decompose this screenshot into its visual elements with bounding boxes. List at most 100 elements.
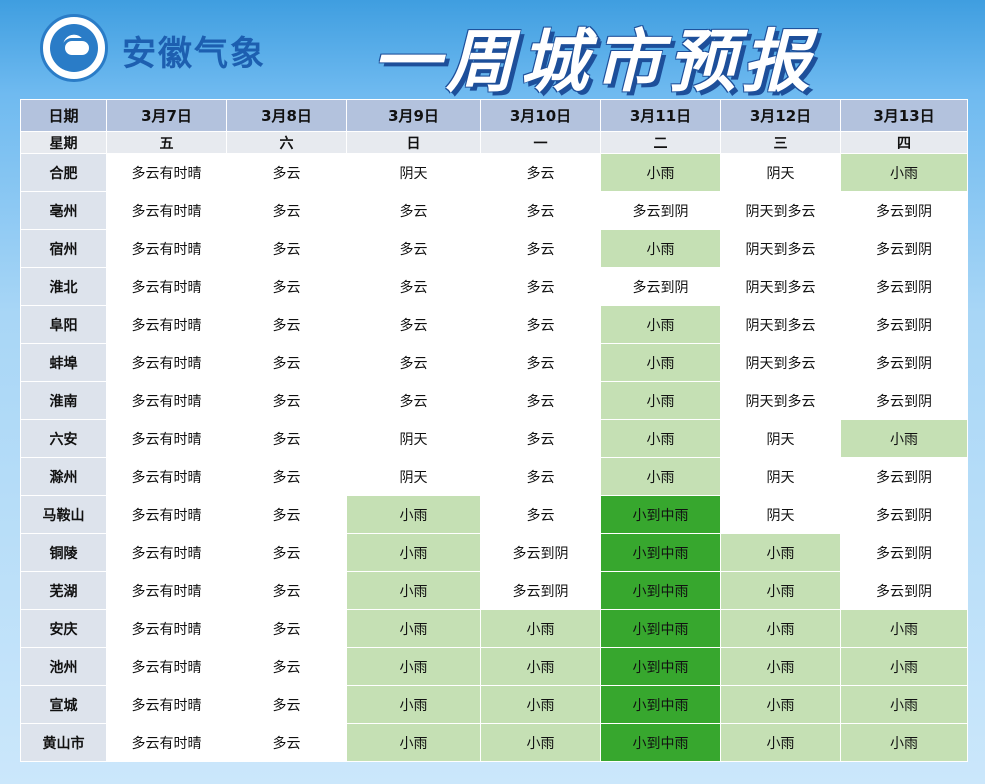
forecast-cell: 多云 — [480, 305, 601, 344]
weekday-header: 三 — [720, 131, 841, 154]
forecast-cell: 小雨 — [600, 229, 721, 268]
table-row: 蚌埠 多云有时晴 多云 多云 多云 小雨 阴天到多云 多云到阴 — [20, 343, 968, 382]
forecast-cell: 多云 — [226, 723, 347, 762]
forecast-cell: 多云到阴 — [840, 533, 968, 572]
forecast-cell: 阴天到多云 — [720, 381, 841, 420]
forecast-cell: 小雨 — [840, 609, 968, 648]
weekday-header: 一 — [480, 131, 601, 154]
forecast-cell: 多云到阴 — [840, 305, 968, 344]
forecast-cell: 小雨 — [480, 647, 601, 686]
forecast-cell: 多云有时晴 — [106, 381, 227, 420]
city-name: 蚌埠 — [20, 343, 107, 382]
forecast-cell: 小到中雨 — [600, 533, 721, 572]
table-row: 宿州 多云有时晴 多云 多云 多云 小雨 阴天到多云 多云到阴 — [20, 229, 968, 268]
forecast-cell: 多云 — [480, 153, 601, 192]
forecast-cell: 多云有时晴 — [106, 343, 227, 382]
forecast-cell: 多云 — [226, 457, 347, 496]
forecast-cell: 多云 — [226, 685, 347, 724]
city-name: 芜湖 — [20, 571, 107, 610]
forecast-cell: 多云到阴 — [840, 267, 968, 306]
city-name: 六安 — [20, 419, 107, 458]
forecast-cell: 阴天 — [720, 153, 841, 192]
city-forecast-table: 日期 3月7日 3月8日 3月9日 3月10日 3月11日 3月12日 3月13… — [20, 99, 968, 762]
forecast-cell: 多云 — [226, 381, 347, 420]
table-row: 六安 多云有时晴 多云 阴天 多云 小雨 阴天 小雨 — [20, 419, 968, 458]
city-name: 安庆 — [20, 609, 107, 648]
forecast-body: 合肥 多云有时晴 多云 阴天 多云 小雨 阴天 小雨 亳州 多云有时晴 多云 多云 多云 多云到阴 阴天到多… — [20, 153, 968, 762]
forecast-cell: 小雨 — [480, 609, 601, 648]
city-name: 池州 — [20, 647, 107, 686]
forecast-cell: 小到中雨 — [600, 609, 721, 648]
forecast-cell: 多云 — [226, 191, 347, 230]
forecast-cell: 阴天到多云 — [720, 305, 841, 344]
forecast-cell: 多云到阴 — [840, 571, 968, 610]
weekday-label: 星期 — [20, 131, 107, 154]
forecast-cell: 多云到阴 — [840, 457, 968, 496]
forecast-cell: 小雨 — [840, 153, 968, 192]
forecast-cell: 多云 — [480, 419, 601, 458]
forecast-cell: 多云 — [226, 419, 347, 458]
forecast-cell: 多云有时晴 — [106, 647, 227, 686]
forecast-cell: 多云 — [346, 267, 481, 306]
weekday-header: 五 — [106, 131, 227, 154]
forecast-cell: 小雨 — [720, 647, 841, 686]
forecast-cell: 小雨 — [346, 533, 481, 572]
forecast-cell: 多云到阴 — [480, 571, 601, 610]
city-name: 黄山市 — [20, 723, 107, 762]
forecast-cell: 小雨 — [840, 723, 968, 762]
forecast-cell: 多云有时晴 — [106, 723, 227, 762]
date-header: 3月9日 — [346, 99, 481, 132]
weekday-header-row: 星期 五 六 日 一 二 三 四 — [20, 131, 968, 154]
forecast-cell: 多云 — [226, 647, 347, 686]
table-row: 阜阳 多云有时晴 多云 多云 多云 小雨 阴天到多云 多云到阴 — [20, 305, 968, 344]
forecast-cell: 小雨 — [840, 647, 968, 686]
forecast-cell: 小雨 — [600, 381, 721, 420]
forecast-cell: 小雨 — [600, 305, 721, 344]
forecast-cell: 阴天 — [346, 419, 481, 458]
date-header-row: 日期 3月7日 3月8日 3月9日 3月10日 3月11日 3月12日 3月13… — [20, 99, 968, 132]
forecast-cell: 多云有时晴 — [106, 419, 227, 458]
forecast-cell: 阴天到多云 — [720, 229, 841, 268]
forecast-cell: 阴天 — [720, 457, 841, 496]
weekday-header: 日 — [346, 131, 481, 154]
forecast-cell: 小雨 — [346, 495, 481, 534]
forecast-cell: 阴天到多云 — [720, 191, 841, 230]
anhui-meteorological-bureau-logo — [40, 14, 108, 82]
forecast-cell: 小雨 — [346, 571, 481, 610]
cloud-emblem-icon — [50, 24, 98, 72]
forecast-cell: 多云 — [346, 381, 481, 420]
forecast-cell: 多云 — [226, 343, 347, 382]
forecast-cell: 多云到阴 — [600, 267, 721, 306]
forecast-cell: 多云 — [480, 267, 601, 306]
forecast-cell: 多云 — [226, 495, 347, 534]
forecast-cell: 小雨 — [600, 419, 721, 458]
forecast-cell: 小雨 — [840, 419, 968, 458]
forecast-cell: 多云 — [226, 229, 347, 268]
city-name: 宿州 — [20, 229, 107, 268]
forecast-cell: 多云有时晴 — [106, 191, 227, 230]
table-row: 安庆 多云有时晴 多云 小雨 小雨 小到中雨 小雨 小雨 — [20, 609, 968, 648]
forecast-cell: 多云 — [346, 229, 481, 268]
city-name: 淮北 — [20, 267, 107, 306]
forecast-cell: 多云有时晴 — [106, 153, 227, 192]
forecast-cell: 小雨 — [720, 685, 841, 724]
org-name: 安徽气象 — [122, 34, 266, 74]
forecast-cell: 多云 — [226, 305, 347, 344]
table-row: 宣城 多云有时晴 多云 小雨 小雨 小到中雨 小雨 小雨 — [20, 685, 968, 724]
page-header: 安徽气象 一周城市预报 — [0, 0, 985, 102]
forecast-cell: 多云 — [226, 609, 347, 648]
forecast-cell: 多云 — [346, 191, 481, 230]
weekday-header: 六 — [226, 131, 347, 154]
table-row: 池州 多云有时晴 多云 小雨 小雨 小到中雨 小雨 小雨 — [20, 647, 968, 686]
forecast-cell: 阴天到多云 — [720, 343, 841, 382]
table-row: 芜湖 多云有时晴 多云 小雨 多云到阴 小到中雨 小雨 多云到阴 — [20, 571, 968, 610]
forecast-cell: 多云有时晴 — [106, 305, 227, 344]
date-label: 日期 — [20, 99, 107, 132]
forecast-cell: 阴天 — [346, 457, 481, 496]
city-name: 淮南 — [20, 381, 107, 420]
table-row: 滁州 多云有时晴 多云 阴天 多云 小雨 阴天 多云到阴 — [20, 457, 968, 496]
forecast-cell: 多云有时晴 — [106, 533, 227, 572]
forecast-cell: 多云到阴 — [600, 191, 721, 230]
forecast-cell: 多云 — [226, 571, 347, 610]
table-row: 铜陵 多云有时晴 多云 小雨 多云到阴 小到中雨 小雨 多云到阴 — [20, 533, 968, 572]
